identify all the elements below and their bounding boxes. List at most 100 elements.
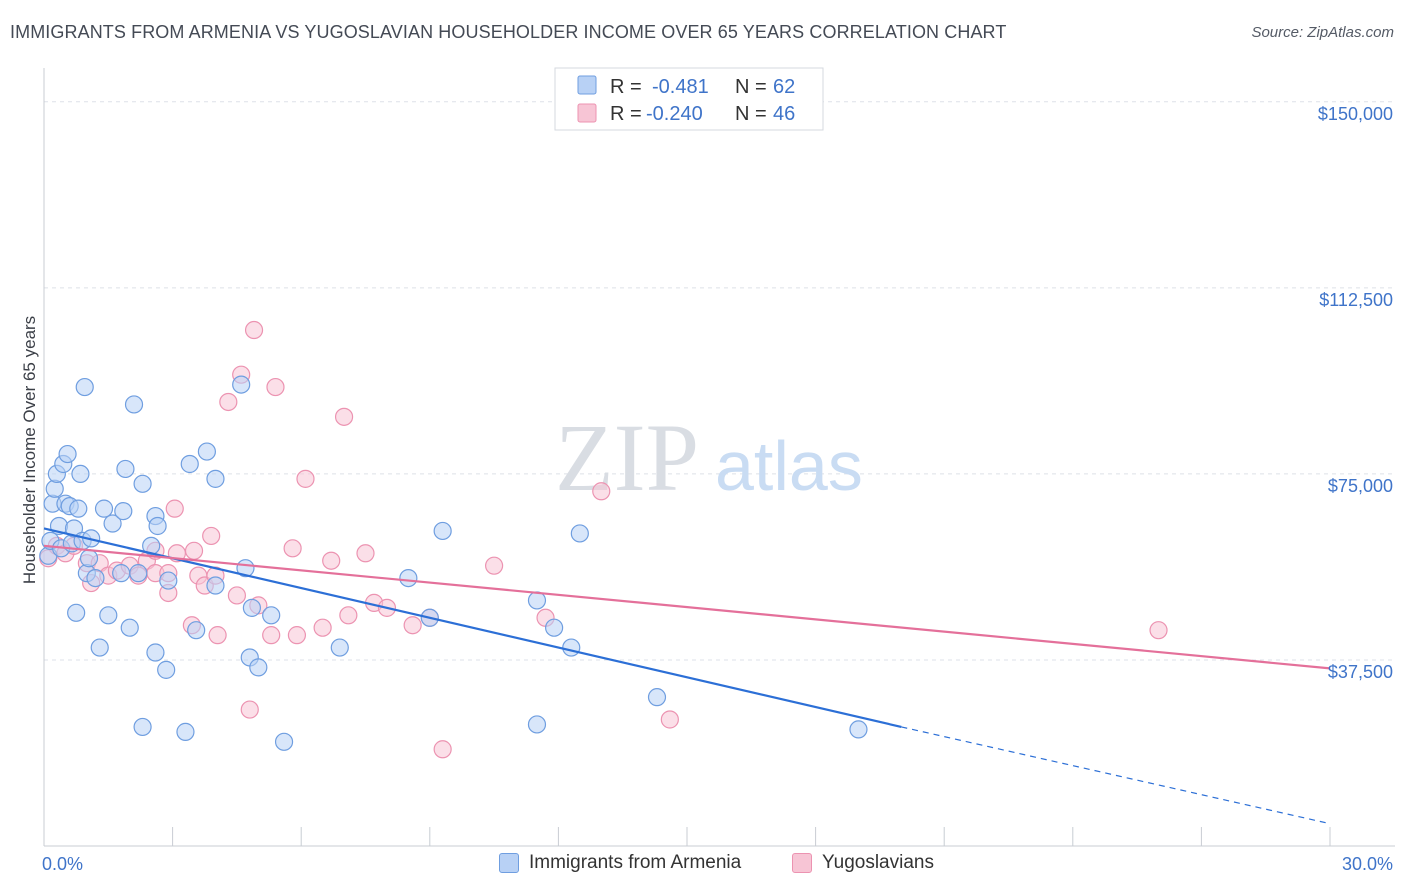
point-yugoslavian-48 [592,482,611,501]
point-armenia-49 [242,598,262,617]
point-armenia-9 [58,444,77,464]
point-armenia-58 [527,715,547,734]
bottom-legend-swatch-armenia [499,853,519,873]
legend-n-value-1: 62 [773,76,795,98]
point-armenia-52 [274,732,294,751]
legend-r-label-1: R = [610,76,642,98]
point-armenia-41 [180,454,199,474]
point-armenia-54 [399,568,418,588]
point-armenia-29 [120,618,139,637]
y-tick-label-3: $150,000 [1318,104,1393,124]
point-armenia-61 [570,524,589,543]
point-yugoslavian-38 [334,407,354,426]
point-yugoslavian-39 [339,606,358,625]
point-armenia-50 [249,658,268,677]
point-yugoslavian-16 [165,499,184,518]
point-yugoslavian-34 [287,626,307,645]
point-armenia-22 [90,638,109,657]
x-tick-max: 30.0% [1342,854,1393,874]
y-axis-label: Householder Income Over 65 years [20,316,39,584]
point-armenia-63 [849,720,868,739]
point-yugoslavian-36 [313,618,332,637]
point-armenia-21 [86,568,105,588]
trend-lines [43,527,1331,825]
source-credit: Source: ZipAtlas.com [1251,24,1394,41]
point-yugoslavian-50 [1149,621,1168,640]
point-armenia-43 [197,442,216,461]
point-yugoslavian-46 [485,556,504,575]
legend-r-value-2: -0.240 [646,103,703,125]
bottom-legend-armenia: Immigrants from Armenia [499,852,741,874]
point-armenia-26 [112,564,131,583]
point-armenia-14 [69,499,88,518]
bottom-legend-swatch-yugoslavians [792,853,812,873]
legend-box [554,67,824,131]
point-yugoslavian-22 [202,526,221,546]
trend-line-armenia [43,527,902,729]
point-armenia-17 [75,377,94,397]
watermark-atlas: atlas [715,427,863,505]
point-yugoslavian-33 [283,539,302,558]
point-armenia-12 [64,519,84,538]
legend-swatch-armenia [577,75,597,95]
x-tick-min: 0.0% [42,854,83,874]
point-yugoslavian-43 [403,616,422,635]
point-armenia-28 [116,459,135,479]
points-armenia [39,375,868,751]
point-yugoslavian-37 [322,551,341,570]
point-yugoslavian-40 [356,544,375,563]
y-tick-label-1: $75,000 [1328,476,1393,496]
point-armenia-42 [187,621,206,640]
watermark: ZIP atlas [555,404,863,511]
point-armenia-19 [79,549,99,568]
point-yugoslavian-28 [240,700,259,719]
points-yugoslavians [39,320,1168,759]
trend-line-armenia-extension [901,726,1331,825]
point-yugoslavian-45 [433,740,452,759]
point-armenia-30 [124,395,144,414]
point-armenia-31 [129,564,148,583]
point-yugoslavian-26 [227,586,246,605]
trend-line-yugoslavians [43,544,1331,670]
point-armenia-53 [330,638,349,657]
point-armenia-56 [433,521,452,541]
point-yugoslavian-32 [266,377,285,397]
point-armenia-15 [71,464,90,484]
y-tick-labels: $37,500 $75,000 $112,500 $150,000 [1318,104,1393,682]
point-armenia-38 [157,660,176,679]
point-armenia-27 [114,502,133,521]
legend-swatch-yugoslavians [577,103,597,123]
point-armenia-60 [562,638,581,657]
legend-n-label-2: N = [735,103,767,125]
point-armenia-59 [545,618,564,637]
point-armenia-32 [133,717,152,737]
point-yugoslavian-25 [219,392,238,412]
point-armenia-23 [94,499,114,518]
point-yugoslavian-31 [262,626,281,645]
point-armenia-25 [103,514,122,533]
bottom-legend-label-yugoslavians: Yugoslavians [822,852,934,873]
chart-title: IMMIGRANTS FROM ARMENIA VS YUGOSLAVIAN H… [10,22,1007,42]
point-armenia-24 [99,606,118,625]
legend-n-value-2: 46 [773,103,795,125]
point-yugoslavian-35 [296,469,315,488]
point-armenia-40 [176,722,195,741]
y-tick-label-0: $37,500 [1328,662,1393,682]
bottom-legend-label-armenia: Immigrants from Armenia [529,852,742,873]
legend-r-value-1: -0.481 [652,76,709,98]
point-yugoslavian-24 [208,626,227,645]
point-armenia-35 [146,643,165,662]
point-armenia-3 [45,479,64,498]
legend-r-label-2: R = [610,103,642,125]
bottom-legend: Immigrants from Armenia Yugoslavians [0,852,1406,880]
point-armenia-13 [67,603,86,622]
point-armenia-51 [262,606,281,625]
point-armenia-37 [148,516,167,536]
point-yugoslavian-19 [184,541,204,560]
axes [43,68,1395,847]
point-armenia-45 [206,576,225,595]
point-armenia-39 [159,571,178,590]
point-armenia-62 [647,688,667,707]
legend-n-label-1: N = [735,76,767,98]
